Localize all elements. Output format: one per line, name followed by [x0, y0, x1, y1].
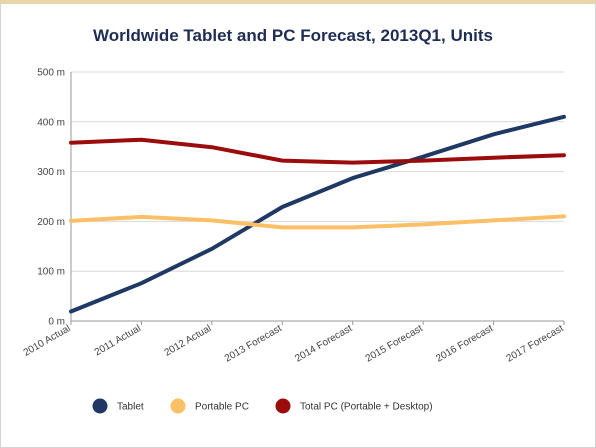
y-axis-ticks: 0 m 100 m 200 m 300 m 400 m 500 m	[37, 68, 65, 328]
x-tick-label: 2012 Actual	[163, 323, 214, 359]
series-lines	[69, 114, 566, 314]
y-tick-label: 400 m	[37, 117, 65, 128]
chart-title: Worldwide Tablet and PC Forecast, 2013Q1…	[93, 26, 493, 45]
x-tick-label: 2011 Actual	[93, 323, 143, 358]
legend-marker-portable-pc	[170, 398, 186, 414]
y-tick-label: 200 m	[37, 217, 65, 228]
x-axis-ticks: 2010 Actual 2011 Actual 2012 Actual 2013 Fo…	[22, 321, 566, 365]
legend-marker-total-pc-portable-desktop	[275, 398, 291, 414]
gridlines	[70, 71, 564, 322]
x-tick-label: 2017 Forecast	[505, 323, 566, 365]
legend-marker-tablet	[92, 398, 108, 414]
y-tick-label: 500 m	[37, 68, 65, 79]
x-tick-label: 2016 Forecast	[434, 323, 495, 365]
series-line-total-pc-portable-desktop	[69, 137, 566, 165]
y-tick-label: 300 m	[37, 167, 65, 178]
x-tick-label: 2013 Forecast	[223, 323, 284, 365]
series-line-tablet	[69, 114, 566, 314]
legend-label-tablet: Tablet	[117, 402, 144, 413]
legend: Tablet Portable PC Total PC (Portable + De…	[92, 398, 433, 414]
y-tick-label: 100 m	[37, 267, 65, 278]
x-tick-label: 2015 Forecast	[364, 323, 425, 365]
line-chart: Worldwide Tablet and PC Forecast, 2013Q1…	[22, 26, 566, 414]
x-tick-label: 2010 Actual	[22, 323, 73, 359]
series-line-portable-pc	[69, 214, 566, 230]
legend-label-portable-pc: Portable PC	[195, 402, 249, 413]
y-tick-label: 0 m	[48, 317, 65, 328]
legend-label-total-pc-portable-desktop: Total PC (Portable + Desktop)	[300, 402, 433, 413]
x-tick-label: 2014 Forecast	[293, 323, 354, 365]
